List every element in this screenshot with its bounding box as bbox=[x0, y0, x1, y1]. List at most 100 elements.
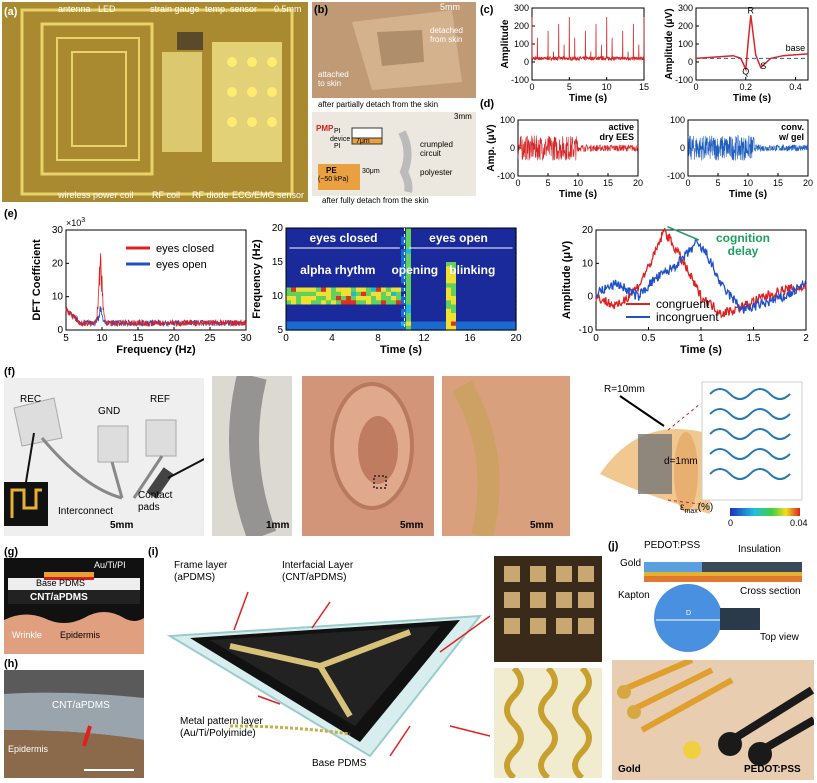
spectrogram-cell bbox=[451, 283, 457, 289]
spectrogram-cell bbox=[361, 236, 367, 242]
spectrogram-cell bbox=[501, 253, 507, 259]
spectrogram-cell bbox=[356, 287, 362, 293]
spectrogram-cell bbox=[506, 249, 512, 255]
spectrogram-cell bbox=[421, 300, 427, 306]
b-crumpled: crumpled circuit bbox=[420, 140, 453, 158]
spectrogram-cell bbox=[416, 228, 422, 233]
spectrogram-cell bbox=[286, 313, 292, 318]
spectrogram-cell bbox=[416, 313, 422, 318]
spectrogram-cell bbox=[356, 279, 362, 284]
spectrogram-cell bbox=[366, 245, 372, 250]
spectrogram-cell bbox=[386, 287, 392, 293]
spectrogram-cell bbox=[301, 313, 307, 318]
spectrogram-cell bbox=[491, 325, 497, 331]
spectrogram-cell bbox=[481, 253, 487, 259]
spectrogram-cell bbox=[416, 279, 422, 284]
spectrogram-cell bbox=[356, 253, 362, 259]
spectrogram-cell bbox=[316, 228, 322, 233]
spectrogram-cell bbox=[296, 257, 302, 263]
spectrogram-cell bbox=[446, 321, 452, 327]
spectrogram-cell bbox=[436, 228, 442, 233]
spectrogram-cell bbox=[371, 304, 377, 310]
spectrogram-cell bbox=[481, 300, 487, 306]
spectrogram-cell bbox=[316, 262, 322, 267]
spectrogram-cell bbox=[496, 240, 502, 246]
spectrogram-cell bbox=[471, 304, 477, 310]
spectrogram-cell bbox=[336, 245, 342, 250]
spectrogram-cell bbox=[506, 325, 512, 331]
spectrogram-cell bbox=[431, 283, 437, 289]
spectrogram-cell bbox=[306, 257, 312, 263]
spectrogram-cell bbox=[331, 291, 337, 297]
spectrogram-cell bbox=[466, 236, 472, 242]
spectrogram-cell bbox=[366, 304, 372, 310]
y-tick-label: 0 bbox=[524, 57, 529, 67]
spectrogram-cell bbox=[451, 266, 457, 272]
spectrogram-cell bbox=[426, 313, 432, 318]
spectrogram-cell bbox=[296, 304, 302, 310]
spectrogram-cell bbox=[411, 266, 417, 272]
spectrogram-cell bbox=[346, 283, 352, 289]
spectrogram-cell bbox=[391, 296, 397, 301]
spectrogram-cell bbox=[391, 240, 397, 246]
spectrogram-cell bbox=[356, 321, 362, 327]
y-tick-label: 10 bbox=[52, 292, 64, 303]
spectrogram-cell bbox=[506, 262, 512, 267]
spectrogram-cell bbox=[441, 321, 447, 327]
emg-note: w/ gel bbox=[778, 132, 804, 142]
spectrogram-cell bbox=[481, 321, 487, 327]
spectrogram-cell bbox=[461, 236, 467, 242]
spectrogram-cell bbox=[461, 249, 467, 255]
spectrogram-cell bbox=[371, 308, 377, 314]
spectrogram-cell bbox=[461, 228, 467, 233]
spectrogram-cell bbox=[291, 253, 297, 259]
spectrogram-cell bbox=[496, 308, 502, 314]
spectrogram-cell bbox=[406, 266, 412, 272]
x-axis-label: Time (s) bbox=[733, 93, 771, 104]
spectrogram-cell bbox=[331, 283, 337, 289]
spectrogram-cell bbox=[286, 325, 292, 331]
spectrogram-cell bbox=[501, 291, 507, 297]
spectrogram-cell bbox=[466, 291, 472, 297]
spectrogram-cell bbox=[306, 245, 312, 250]
spectrogram-cell bbox=[296, 236, 302, 242]
spectrogram-cell bbox=[491, 317, 497, 323]
spectrogram-cell bbox=[466, 257, 472, 263]
x-axis-label: Time (s) bbox=[559, 189, 597, 200]
spectrogram-cell bbox=[401, 283, 407, 289]
spectrogram-cell bbox=[351, 257, 357, 263]
b-pe-modulus: (~50 kPa) bbox=[318, 176, 349, 183]
y-axis-label: Amp. (μV) bbox=[486, 124, 497, 171]
spectrogram-cell bbox=[456, 317, 462, 323]
x-tick-label: 10 bbox=[573, 178, 583, 188]
spectrogram-cell bbox=[481, 262, 487, 267]
spectrogram-cell bbox=[321, 304, 327, 310]
panel-b-top-photo bbox=[312, 2, 476, 98]
spectrogram-cell bbox=[386, 313, 392, 318]
spectrogram-cell bbox=[296, 262, 302, 267]
spectrogram-cell bbox=[291, 240, 297, 246]
spectrogram-cell bbox=[321, 325, 327, 331]
spectrogram-cell bbox=[511, 317, 517, 323]
spectrogram-cell bbox=[366, 257, 372, 263]
y-tick-label: -100 bbox=[511, 75, 529, 85]
spectrogram-cell bbox=[476, 313, 482, 318]
spectrogram-cell bbox=[396, 270, 402, 276]
spectrogram-cell bbox=[431, 240, 437, 246]
spectrogram-cell bbox=[461, 321, 467, 327]
spectrogram-cell bbox=[451, 274, 457, 280]
spectrogram-cell bbox=[441, 283, 447, 289]
spectrogram-cell bbox=[456, 266, 462, 272]
spectrogram-cell bbox=[286, 257, 292, 263]
spectrogram-cell bbox=[416, 270, 422, 276]
spectrogram-cell bbox=[316, 274, 322, 280]
spectrogram-cell bbox=[511, 266, 517, 272]
spectrogram-cell bbox=[346, 274, 352, 280]
spectrogram-cell bbox=[481, 304, 487, 310]
legend-label: eyes closed bbox=[156, 243, 214, 255]
spectrogram-cell bbox=[341, 266, 347, 272]
spectrogram-cell bbox=[446, 228, 452, 233]
spectrogram-cell bbox=[386, 232, 392, 238]
spectrogram-cell bbox=[396, 228, 402, 233]
spec-alpha-rhythm: alpha rhythm bbox=[300, 263, 375, 277]
